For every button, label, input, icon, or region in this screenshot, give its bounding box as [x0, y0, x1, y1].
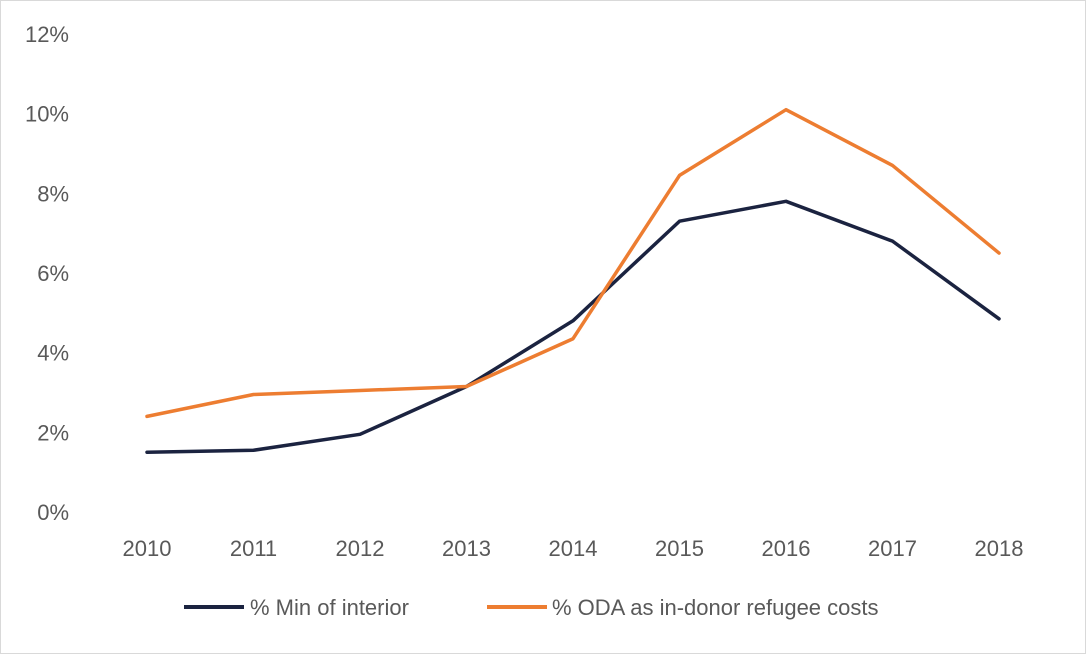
x-tick-label: 2011 [230, 536, 277, 561]
x-tick-label: 2015 [655, 536, 704, 561]
x-tick-label: 2013 [442, 536, 491, 561]
series-line-min-interior [145, 199, 1001, 454]
x-tick-label: 2010 [123, 536, 172, 561]
y-tick-label: 6% [37, 261, 69, 286]
series-line-oda-refugee [145, 107, 1001, 419]
x-axis-ticks: 2010 2011 2012 2013 2014 2015 2016 2017 2018 [123, 536, 1024, 561]
y-tick-label: 0% [37, 500, 69, 525]
x-tick-label: 2018 [975, 536, 1024, 561]
legend: % Min of interior % ODA as in-donor refu… [184, 595, 879, 620]
y-tick-label: 4% [37, 341, 69, 366]
y-tick-label: 12% [25, 22, 69, 47]
legend-label-oda-refugee: % ODA as in-donor refugee costs [552, 595, 879, 620]
x-tick-label: 2012 [336, 536, 385, 561]
x-tick-label: 2017 [868, 536, 917, 561]
y-axis-ticks: 0% 2% 4% 6% 8% 10% 12% [25, 22, 69, 525]
x-tick-label: 2014 [549, 536, 598, 561]
y-tick-label: 10% [25, 102, 69, 127]
x-tick-label: 2016 [762, 536, 811, 561]
series-lines [145, 107, 1001, 454]
legend-label-min-interior: % Min of interior [250, 595, 409, 620]
y-tick-label: 2% [37, 420, 69, 445]
y-tick-label: 8% [37, 181, 69, 206]
